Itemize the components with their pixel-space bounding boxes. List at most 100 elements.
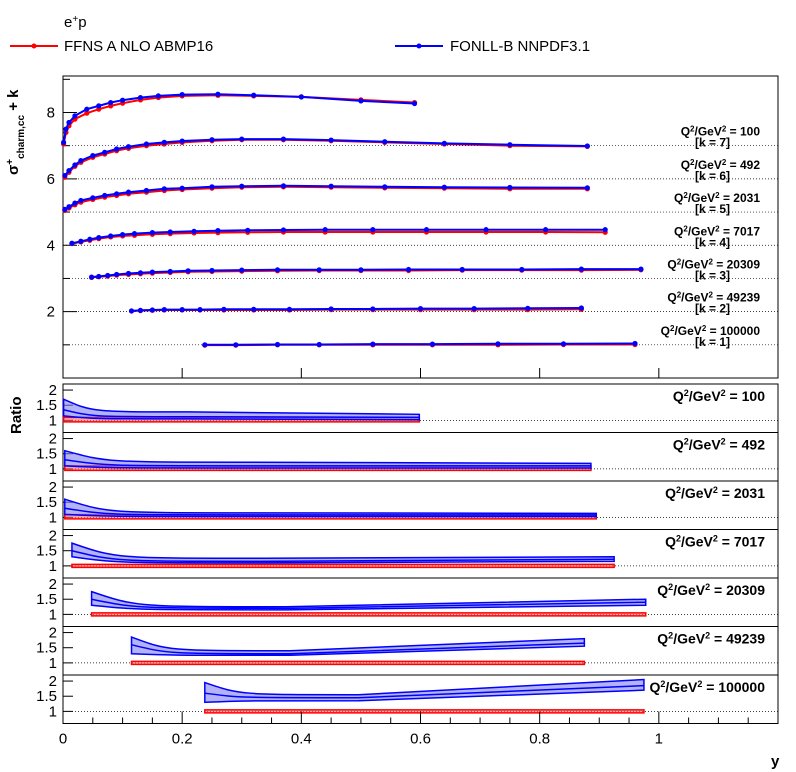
q2-label-main: Q2/GeV2 = 2031 <box>674 191 760 206</box>
ratio-panel-frame <box>62 383 779 433</box>
data-point-fonll <box>274 267 281 273</box>
q2-label-ratio: Q2/GeV2 = 7017 <box>665 534 765 550</box>
data-point-fonll <box>185 268 191 274</box>
ratio-panel: 11.52 Q2/GeV2 = 2031 <box>36 479 779 530</box>
data-point-fonll <box>519 266 525 273</box>
legend-marker-fonll <box>416 43 422 49</box>
x-axis: 0 0.2 0.4 0.6 0.8 1 <box>59 368 749 748</box>
k-label: [k = 1] <box>695 335 730 349</box>
legend-label-ffns: FFNS A NLO ABMP16 <box>64 38 213 55</box>
data-point-fonll <box>578 266 584 272</box>
data-point-fonll <box>125 189 132 195</box>
data-point-fonll <box>298 94 304 100</box>
k-label: [k = 3] <box>695 268 730 282</box>
ffns-ratio-band <box>204 709 645 714</box>
top-y-tick-label: 4 <box>47 237 55 254</box>
data-point-fonll <box>286 306 293 312</box>
data-point-fonll <box>507 142 513 148</box>
data-point-fonll <box>102 192 108 199</box>
x-tick-label: 0 <box>59 731 67 748</box>
data-point-ffns <box>84 110 90 116</box>
x-tick-label: 0.2 <box>172 731 193 748</box>
data-point-fonll <box>507 184 513 191</box>
data-point-fonll <box>382 184 388 190</box>
data-point-fonll <box>78 158 84 164</box>
ratio-y-tick-label: 1.5 <box>36 543 57 560</box>
q2-label-main: Q2/GeV2 = 100 <box>681 124 761 139</box>
legend-label-fonll: FONLL-B NNPDF3.1 <box>450 38 590 55</box>
top-y-tick-label: 8 <box>47 105 55 122</box>
ratio-y-tick-label: 1.5 <box>36 397 57 414</box>
data-point-fonll <box>560 341 567 347</box>
data-point-fonll <box>417 306 424 312</box>
ratio-y-tick-label: 1 <box>49 703 57 720</box>
data-point-fonll <box>149 307 155 313</box>
data-point-fonll <box>96 235 102 241</box>
data-point-fonll <box>62 206 68 213</box>
ratio-panel: 11.52 Q2/GeV2 = 49239 <box>36 625 779 676</box>
data-point-fonll <box>429 341 436 347</box>
series-line-fonll <box>204 342 636 346</box>
k-label: [k = 4] <box>695 235 730 249</box>
ratio-y-tick-label: 1.5 <box>36 688 57 705</box>
ratio-y-tick-label: 1.5 <box>36 494 57 511</box>
series-line-fonll <box>62 93 415 143</box>
data-point-fonll <box>69 240 75 246</box>
data-point-fonll <box>459 266 465 273</box>
data-point-fonll <box>280 136 287 142</box>
data-point-fonll <box>370 306 376 312</box>
q2-label-main: Q2/GeV2 = 49239 <box>667 290 760 305</box>
k-label: [k = 2] <box>695 302 730 316</box>
fonll-ratio-band <box>62 397 421 421</box>
data-point-fonll <box>280 227 287 233</box>
data-point-fonll <box>215 228 221 234</box>
ratio-y-tick-label: 1 <box>49 606 57 623</box>
ratio-y-tick-label: 1.5 <box>36 640 57 657</box>
data-point-fonll <box>143 141 150 147</box>
k-label: [k = 6] <box>695 169 730 183</box>
data-point-fonll <box>114 146 120 152</box>
q2-label-main: Q2/GeV2 = 7017 <box>674 224 760 239</box>
ffns-ratio-band <box>130 660 586 666</box>
q2-label-ratio: Q2/GeV2 = 2031 <box>665 485 765 501</box>
ratio-y-tick-label: 2 <box>49 625 57 642</box>
data-point-fonll <box>239 183 245 189</box>
data-point-fonll <box>316 341 322 348</box>
data-point-fonll <box>316 267 322 273</box>
top-y-tick-label: 6 <box>47 171 55 188</box>
data-point-fonll <box>60 139 67 145</box>
data-point-fonll <box>125 144 132 150</box>
ratio-y-tick-label: 2 <box>49 431 57 448</box>
data-point-fonll <box>66 119 72 126</box>
ratio-y-tick-label: 1 <box>49 558 57 575</box>
legend-marker-ffns <box>31 43 37 49</box>
q2-label-ratio: Q2/GeV2 = 492 <box>673 437 765 453</box>
ratio-panel-frame <box>62 432 779 482</box>
fonll-ratio-central <box>63 409 420 419</box>
data-point-fonll <box>233 342 239 348</box>
data-point-fonll <box>215 91 221 97</box>
data-point-fonll <box>161 186 167 192</box>
data-point-fonll <box>78 238 84 244</box>
top-y-tick-label: 2 <box>47 304 55 321</box>
data-point-fonll <box>584 185 590 191</box>
data-point-fonll <box>66 167 72 174</box>
data-point-fonll <box>239 267 245 273</box>
ratio-y-tick-label: 2 <box>49 382 57 399</box>
data-point-fonll <box>90 153 96 159</box>
k-label: [k = 5] <box>695 202 730 216</box>
fonll-ratio-band <box>204 678 645 704</box>
fonll-ratio-band <box>130 636 586 657</box>
ratio-y-tick-label: 1.5 <box>36 591 57 608</box>
ratio-y-tick-label: 1 <box>49 461 57 478</box>
q2-label-ratio: Q2/GeV2 = 100 <box>673 388 765 404</box>
data-point-fonll <box>72 162 78 168</box>
data-point-fonll <box>89 274 95 280</box>
data-point-fonll <box>441 184 447 190</box>
data-point-fonll <box>96 273 102 280</box>
data-point-fonll <box>202 342 208 348</box>
ratio-y-tick-label: 1.5 <box>36 446 57 463</box>
ratio-y-tick-label: 1 <box>49 509 57 526</box>
main-panel-frame <box>62 75 779 379</box>
